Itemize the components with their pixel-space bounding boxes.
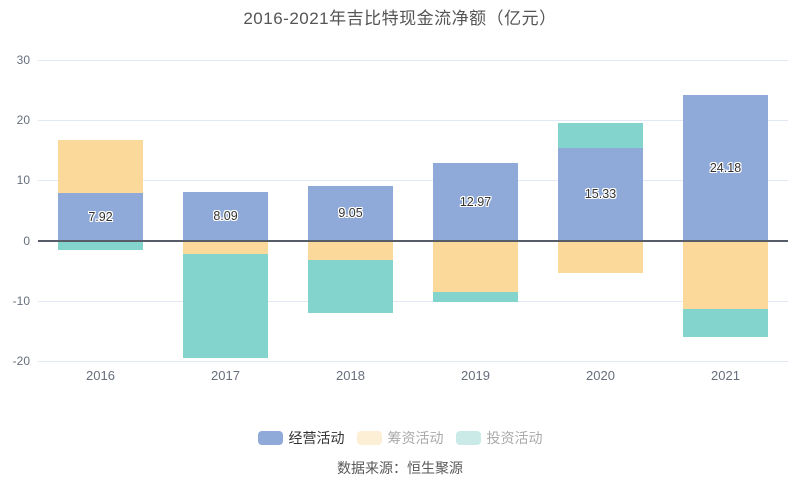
plot-area: 7.92 8.09 9.05 12.97 15.33 24.18 <box>38 60 788 362</box>
bar-segment-投资活动-2018[interactable] <box>308 260 393 313</box>
bar-segment-投资活动-2017[interactable] <box>183 253 268 359</box>
legend-swatch-financing-icon <box>356 431 382 445</box>
y-axis-tick-label: -10 <box>12 293 30 308</box>
legend-swatch-investing-icon <box>455 431 481 445</box>
bar-segment-筹资活动-2016[interactable] <box>58 140 143 193</box>
legend-swatch-operating-icon <box>257 431 283 445</box>
bar-segment-筹资活动-2021[interactable] <box>683 240 768 309</box>
legend-item-operating[interactable]: 经营活动 <box>257 428 345 448</box>
legend-label-financing: 筹资活动 <box>387 430 444 446</box>
bar-segment-筹资活动-2018[interactable] <box>308 240 393 261</box>
x-axis-tick-label: 2016 <box>86 368 115 383</box>
data-source-text: 数据来源：恒生聚源 <box>337 460 463 476</box>
gridline <box>38 120 788 122</box>
bar-segment-筹资活动-2020[interactable] <box>558 240 643 273</box>
y-axis-tick-label: -20 <box>12 354 30 368</box>
bar-segment-经营活动-2017[interactable] <box>183 191 268 241</box>
bar-value-label: 12.97 <box>459 194 492 209</box>
bar-value-label: 24.18 <box>709 160 742 175</box>
gridline <box>38 361 788 362</box>
legend-item-financing[interactable]: 筹资活动 <box>356 428 444 448</box>
legend-label-investing: 投资活动 <box>486 430 543 446</box>
y-axis-tick-label: 0 <box>23 233 30 248</box>
bar-value-label: 8.09 <box>213 209 238 224</box>
chart-title: 2016-2021年吉比特现金流净额（亿元） <box>243 9 557 28</box>
y-axis-tick-label: 10 <box>16 173 30 188</box>
bar-segment-投资活动-2021[interactable] <box>683 308 768 337</box>
bar-value-label: 9.05 <box>338 206 363 221</box>
x-axis-tick-label: 2017 <box>211 368 240 383</box>
bar-segment-经营活动-2019[interactable] <box>433 162 518 241</box>
bar-segment-筹资活动-2017[interactable] <box>183 240 268 254</box>
bar-segment-经营活动-2018[interactable] <box>308 186 393 241</box>
bar-value-label: 7.92 <box>88 209 113 224</box>
x-axis-tick-label: 2019 <box>461 368 490 383</box>
bar-segment-经营活动-2020[interactable] <box>558 148 643 241</box>
bar-segment-经营活动-2016[interactable] <box>58 192 143 241</box>
gridline <box>38 300 788 302</box>
x-axis-tick-label: 2020 <box>586 368 615 383</box>
bar-value-label: 15.33 <box>584 187 617 202</box>
bar-segment-投资活动-2016[interactable] <box>58 240 143 251</box>
legend-label-operating: 经营活动 <box>288 430 345 446</box>
gridline <box>38 180 788 182</box>
bar-segment-投资活动-2019[interactable] <box>433 291 518 302</box>
y-axis-tick-label: 20 <box>16 113 30 128</box>
x-axis-tick-label: 2021 <box>711 368 740 383</box>
y-axis-tick-label: 30 <box>16 53 30 67</box>
bar-segment-投资活动-2020[interactable] <box>558 123 643 149</box>
x-axis-tick-label: 2018 <box>336 368 365 383</box>
zero-line <box>38 239 788 242</box>
bar-segment-经营活动-2021[interactable] <box>683 95 768 241</box>
bar-segment-筹资活动-2019[interactable] <box>433 240 518 292</box>
legend-item-investing[interactable]: 投资活动 <box>455 428 543 448</box>
gridline <box>38 60 788 61</box>
legend: 经营活动 筹资活动 投资活动 <box>0 430 800 446</box>
